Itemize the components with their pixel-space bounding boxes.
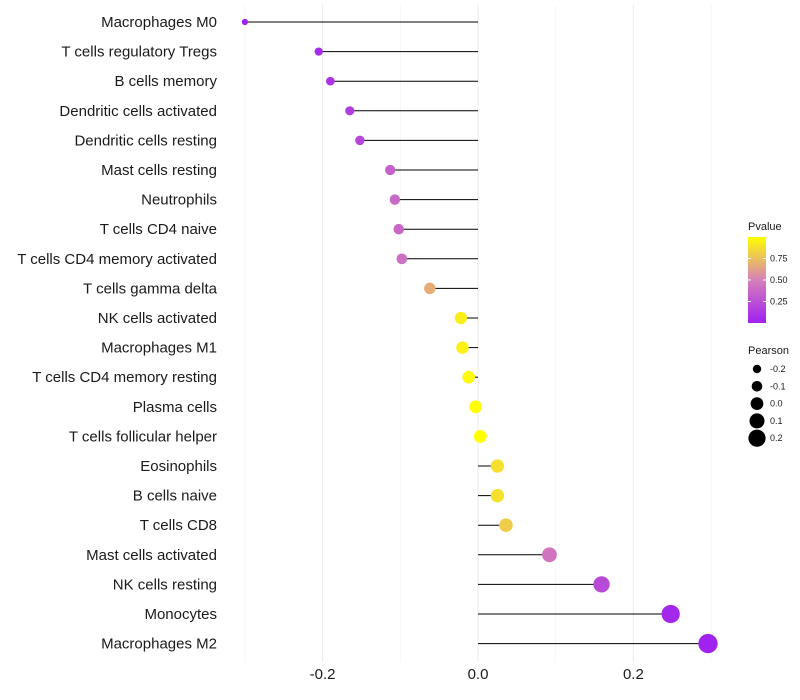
lollipop-point — [499, 518, 513, 532]
category-label: Monocytes — [144, 606, 217, 623]
category-label: T cells CD4 memory activated — [17, 251, 217, 268]
category-label: Macrophages M1 — [101, 340, 217, 357]
x-axis-ticks: -0.2 0.0 0.2 — [310, 666, 644, 683]
pearson-legend-label: 0.1 — [770, 416, 783, 426]
gridlines — [244, 5, 712, 662]
category-label: T cells CD4 memory resting — [32, 369, 217, 386]
category-label: Macrophages M0 — [101, 14, 217, 31]
category-label: Plasma cells — [133, 399, 217, 416]
lollipop-point — [396, 253, 408, 265]
lollipop-point — [490, 459, 505, 473]
pearson-legend-label: -0.2 — [770, 364, 786, 374]
lollipop-point — [593, 576, 610, 593]
lollipop-point — [355, 135, 365, 146]
lollipop-point — [393, 223, 405, 235]
lollipop-point — [698, 633, 718, 654]
pvalue-tick-label: 0.25 — [770, 297, 788, 307]
lollipop-point — [473, 429, 487, 443]
category-label: Macrophages M2 — [101, 636, 217, 653]
pearson-legend-dot — [752, 364, 762, 374]
lollipop-point — [424, 282, 436, 295]
lollipop-point — [469, 400, 483, 414]
lollipop-point — [385, 164, 396, 176]
pearson-legend-label: 0.2 — [770, 433, 783, 443]
category-label: T cells regulatory Tregs — [61, 44, 217, 61]
lollipop-point — [345, 106, 355, 116]
pearson-legend-dot — [749, 413, 765, 429]
x-tick-label: 0.0 — [468, 666, 489, 683]
category-label: T cells gamma delta — [83, 280, 218, 297]
pvalue-legend: Pvalue 0.75 0.50 0.25 — [748, 221, 788, 323]
pvalue-legend-ticks: 0.75 0.50 0.25 — [748, 254, 788, 307]
pearson-legend-title: Pearson — [748, 345, 789, 357]
pvalue-legend-title: Pvalue — [748, 221, 782, 233]
pvalue-tick-label: 0.50 — [770, 275, 788, 285]
lollipop-point — [661, 604, 680, 624]
lollipop-point — [326, 76, 335, 86]
category-label: Mast cells activated — [86, 547, 217, 564]
x-tick-label: 0.2 — [623, 666, 644, 683]
pvalue-tick-label: 0.75 — [770, 254, 788, 264]
category-label: NK cells activated — [98, 310, 217, 327]
lollipop-points — [241, 18, 718, 654]
lollipop-point — [542, 547, 557, 563]
lollipop-point — [314, 47, 323, 56]
category-label: Dendritic cells resting — [74, 132, 217, 149]
lollipop-point — [454, 311, 468, 325]
lollipop-point — [490, 488, 505, 503]
pearson-legend-label: 0.0 — [770, 399, 783, 409]
pearson-legend-dot — [750, 397, 764, 410]
pearson-legend-dot — [751, 381, 763, 392]
pearson-legend-label: -0.1 — [770, 381, 786, 391]
x-tick-label: -0.2 — [310, 666, 336, 683]
lollipop-point — [462, 370, 475, 384]
pvalue-colorbar — [748, 237, 766, 323]
pearson-legend-dot — [748, 429, 766, 447]
lollipop-point — [456, 341, 469, 354]
category-label: Mast cells resting — [101, 162, 217, 179]
category-label: Eosinophils — [140, 458, 217, 475]
lollipop-point — [241, 18, 248, 26]
category-label: NK cells resting — [113, 576, 217, 593]
category-label: B cells naive — [133, 488, 217, 505]
category-label: B cells memory — [114, 73, 217, 90]
lollipop-point — [389, 194, 401, 205]
category-label: T cells CD8 — [140, 517, 217, 534]
pearson-legend-entries: -0.2 -0.1 0.0 0.1 0.2 — [748, 364, 786, 447]
pearson-legend: Pearson -0.2 -0.1 0.0 0.1 0.2 — [748, 345, 789, 447]
lollipop-sticks — [244, 21, 708, 645]
category-label: T cells follicular helper — [69, 428, 217, 445]
category-label: Neutrophils — [141, 192, 217, 209]
category-label: Dendritic cells activated — [59, 103, 217, 120]
category-label: T cells CD4 naive — [100, 221, 217, 238]
category-labels: Macrophages M0 T cells regulatory Tregs B … — [17, 14, 217, 653]
